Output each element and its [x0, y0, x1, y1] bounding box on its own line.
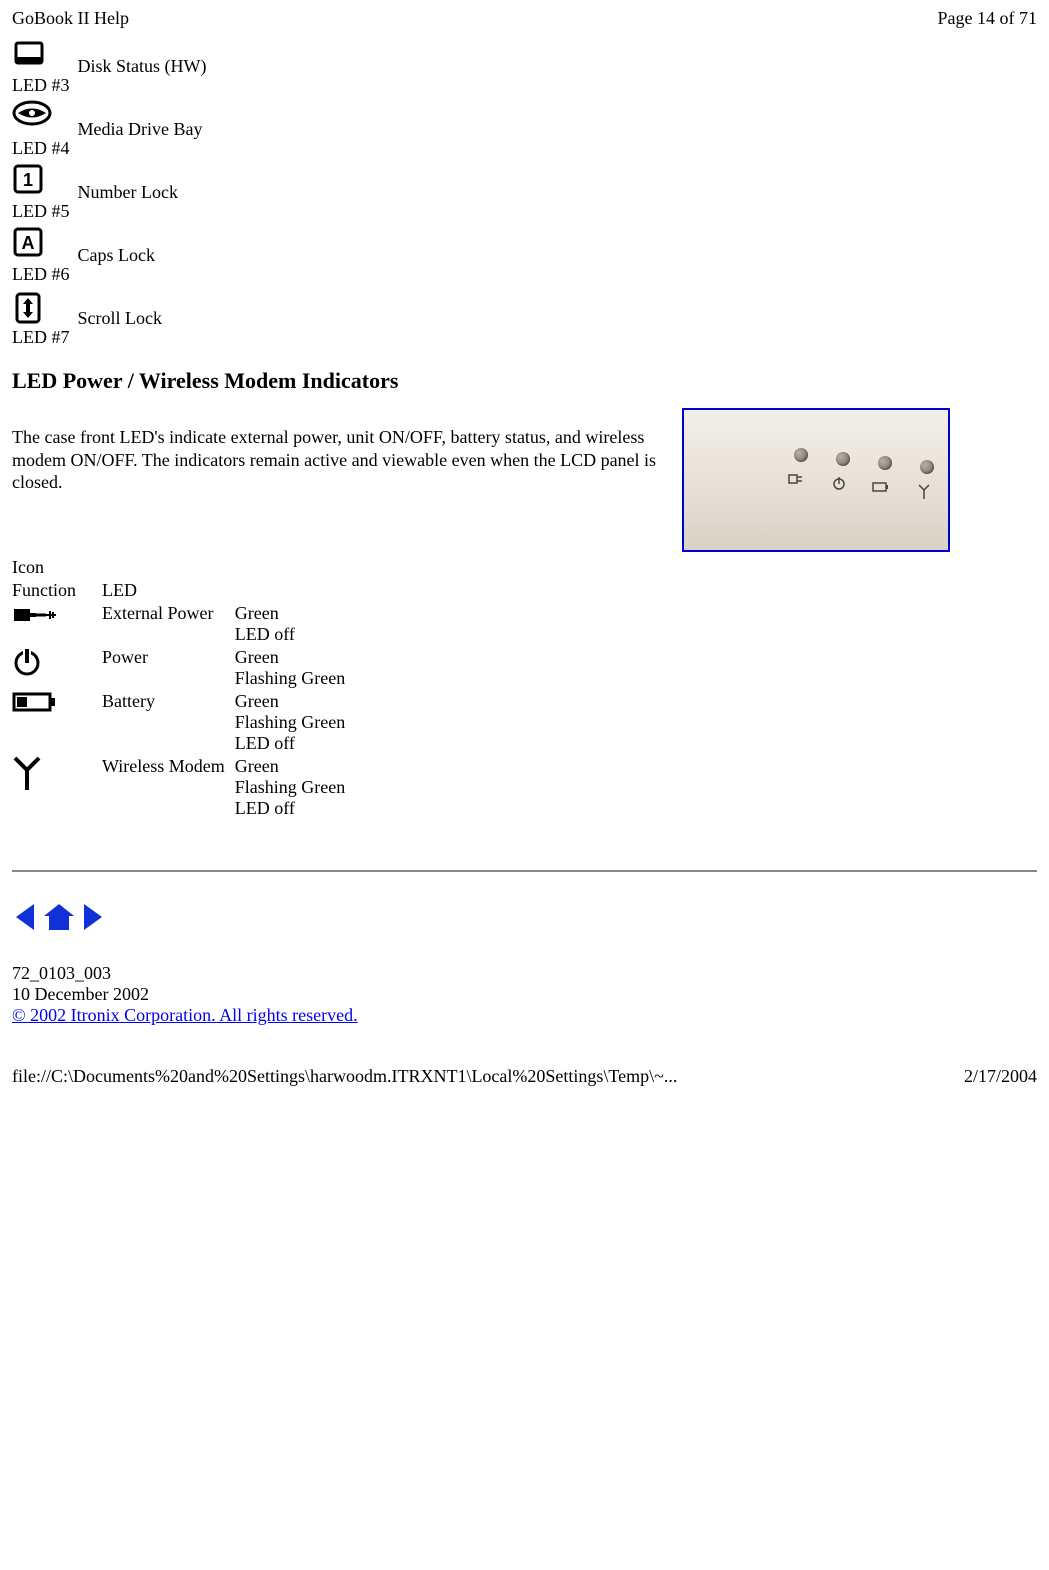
function-name: Battery: [102, 690, 235, 755]
section-body: The case front LED's indicate external p…: [12, 408, 1037, 552]
led-state: Green: [235, 603, 345, 624]
col-function: Function: [12, 579, 102, 602]
external-power-icon: [12, 611, 56, 631]
nav-home-button[interactable]: [42, 902, 76, 937]
led-state: Green: [235, 647, 345, 668]
function-table: Icon Function LED External Power Green L…: [12, 556, 355, 820]
led-label: Caps Lock: [78, 224, 215, 287]
nav-prev-button[interactable]: [12, 902, 38, 937]
photo-led-glyph: [872, 480, 890, 498]
page-indicator: Page 14 of 71: [938, 8, 1037, 29]
file-path: file://C:\Documents%20and%20Settings\har…: [12, 1066, 677, 1087]
function-row: Power Green Flashing Green: [12, 646, 355, 690]
led-state: LED off: [235, 798, 345, 819]
numlock-icon: 1: [12, 163, 48, 199]
doc-date: 10 December 2002: [12, 984, 1037, 1005]
page-footer: file://C:\Documents%20and%20Settings\har…: [12, 1066, 1037, 1087]
led-id: LED #5: [12, 201, 70, 222]
led-state: Green: [235, 756, 345, 777]
front-led-photo: [682, 408, 950, 552]
led-id: LED #7: [12, 327, 70, 348]
led-state: LED off: [235, 733, 345, 754]
led-state: Green: [235, 691, 345, 712]
led-id: LED #6: [12, 264, 70, 285]
page-header: GoBook II Help Page 14 of 71: [12, 8, 1037, 29]
led-row: A LED #6 Caps Lock: [12, 224, 215, 287]
col-icon: Icon: [12, 556, 102, 579]
photo-led-dot: [920, 460, 934, 474]
led-label: Number Lock: [78, 161, 215, 224]
function-name: External Power: [102, 602, 235, 646]
svg-text:A: A: [22, 233, 35, 253]
led-row: LED #3 Disk Status (HW): [12, 35, 215, 98]
copyright-link[interactable]: © 2002 Itronix Corporation. All rights r…: [12, 1005, 358, 1025]
photo-led-dot: [794, 448, 808, 462]
function-header-row: Icon: [12, 556, 355, 579]
svg-text:1: 1: [23, 170, 33, 190]
section-text: The case front LED's indicate external p…: [12, 426, 672, 494]
function-header-row-2: Function LED: [12, 579, 355, 602]
col-led: LED: [102, 579, 235, 602]
led-label: Media Drive Bay: [78, 98, 215, 161]
led-label: Disk Status (HW): [78, 35, 215, 98]
print-date: 2/17/2004: [964, 1066, 1037, 1087]
photo-led-glyph: [918, 484, 930, 505]
photo-led-glyph: [832, 476, 846, 495]
battery-icon: [12, 697, 58, 717]
power-icon: [12, 661, 42, 681]
photo-led-dot: [836, 452, 850, 466]
section-heading: LED Power / Wireless Modem Indicators: [12, 368, 1037, 394]
function-row: Battery Green Flashing Green LED off: [12, 690, 355, 755]
led-state: Flashing Green: [235, 777, 345, 798]
capslock-icon: A: [12, 226, 48, 262]
nav-bar: [12, 902, 1037, 937]
function-name: Power: [102, 646, 235, 690]
wireless-icon: [12, 776, 42, 796]
function-name: Wireless Modem: [102, 755, 235, 820]
doc-number: 72_0103_003: [12, 963, 1037, 984]
led-row: 1 LED #5 Number Lock: [12, 161, 215, 224]
nav-next-button[interactable]: [80, 902, 106, 937]
led-row: LED #7 Scroll Lock: [12, 287, 215, 350]
function-row: External Power Green LED off: [12, 602, 355, 646]
media-drive-icon: [12, 100, 48, 136]
led-state: LED off: [235, 624, 345, 645]
led-state: Flashing Green: [235, 712, 345, 733]
photo-led-dot: [878, 456, 892, 470]
disk-icon: [12, 37, 48, 73]
led-row: LED #4 Media Drive Bay: [12, 98, 215, 161]
led-activity-table: LED #3 Disk Status (HW) LED #4 Media Dri…: [12, 35, 215, 350]
function-row: Wireless Modem Green Flashing Green LED …: [12, 755, 355, 820]
led-label: Scroll Lock: [78, 287, 215, 350]
led-state: Flashing Green: [235, 668, 345, 689]
led-id: LED #3: [12, 75, 70, 96]
led-id: LED #4: [12, 138, 70, 159]
section-divider: [12, 870, 1037, 872]
photo-led-glyph: [788, 472, 806, 491]
help-title: GoBook II Help: [12, 8, 129, 29]
scrolllock-icon: [12, 289, 48, 325]
